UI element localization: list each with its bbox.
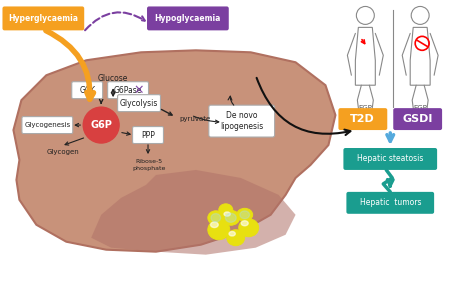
- Ellipse shape: [240, 211, 249, 219]
- Text: Hepatic  tumors: Hepatic tumors: [359, 198, 421, 207]
- Ellipse shape: [208, 211, 224, 225]
- FancyBboxPatch shape: [118, 95, 161, 112]
- Circle shape: [411, 6, 429, 24]
- Text: G6P: G6P: [90, 120, 112, 130]
- Text: Hepatic steatosis: Hepatic steatosis: [357, 154, 423, 164]
- Polygon shape: [410, 27, 430, 85]
- Polygon shape: [91, 170, 296, 255]
- Polygon shape: [356, 27, 375, 85]
- Text: Hypoglycaemia: Hypoglycaemia: [155, 14, 221, 23]
- FancyBboxPatch shape: [108, 82, 148, 99]
- Ellipse shape: [219, 204, 233, 216]
- Text: G6Pase: G6Pase: [114, 86, 142, 95]
- FancyBboxPatch shape: [346, 192, 434, 214]
- FancyBboxPatch shape: [72, 82, 103, 99]
- Text: Glycogenesis: Glycogenesis: [24, 122, 71, 128]
- Text: T2D: T2D: [350, 114, 375, 124]
- Text: De novo
lipogenesis: De novo lipogenesis: [220, 111, 264, 131]
- Text: PPP: PPP: [141, 130, 155, 140]
- Ellipse shape: [224, 212, 230, 216]
- Ellipse shape: [208, 220, 230, 240]
- FancyBboxPatch shape: [133, 127, 164, 143]
- Text: Glucose: Glucose: [98, 74, 128, 83]
- FancyBboxPatch shape: [22, 117, 73, 134]
- Ellipse shape: [211, 214, 220, 222]
- FancyBboxPatch shape: [2, 6, 84, 30]
- Circle shape: [83, 107, 119, 143]
- Ellipse shape: [225, 213, 236, 222]
- Text: EGP: EGP: [358, 105, 372, 111]
- Text: Glycolysis: Glycolysis: [120, 99, 158, 108]
- Ellipse shape: [227, 230, 245, 246]
- Text: Ribose-5
phosphate: Ribose-5 phosphate: [132, 159, 166, 171]
- Ellipse shape: [239, 219, 259, 237]
- FancyBboxPatch shape: [147, 6, 229, 30]
- Ellipse shape: [237, 208, 253, 221]
- FancyBboxPatch shape: [209, 105, 274, 137]
- Text: Glycogen: Glycogen: [47, 149, 80, 155]
- Circle shape: [356, 6, 374, 24]
- Text: Hyperglycaemia: Hyperglycaemia: [9, 14, 78, 23]
- Text: ✕: ✕: [134, 84, 144, 97]
- Ellipse shape: [241, 221, 248, 226]
- FancyBboxPatch shape: [343, 148, 437, 170]
- Text: EGP: EGP: [413, 105, 427, 111]
- Ellipse shape: [210, 222, 218, 228]
- Text: GCK: GCK: [79, 86, 95, 95]
- FancyBboxPatch shape: [393, 108, 442, 130]
- FancyBboxPatch shape: [338, 108, 387, 130]
- Text: pyruvate: pyruvate: [179, 116, 210, 122]
- Polygon shape: [13, 50, 336, 252]
- Ellipse shape: [229, 232, 235, 236]
- Text: GSDI: GSDI: [403, 114, 433, 124]
- Ellipse shape: [222, 210, 240, 225]
